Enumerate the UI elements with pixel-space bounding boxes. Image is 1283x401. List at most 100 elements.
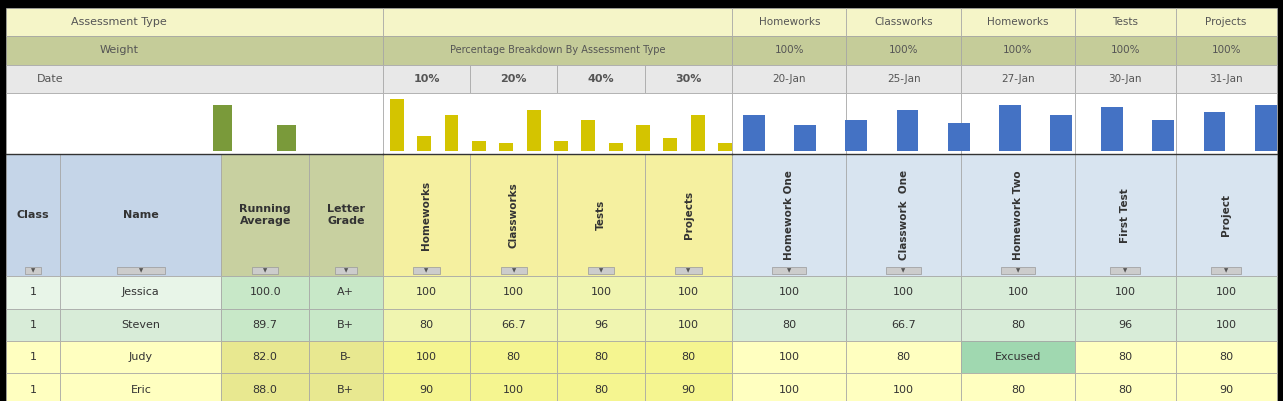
Text: 80: 80	[1011, 385, 1025, 395]
Text: 100: 100	[1216, 288, 1237, 298]
Bar	[1075, 373, 1175, 401]
Text: 100%: 100%	[1003, 45, 1033, 55]
Bar	[558, 308, 645, 341]
Text: Steven: Steven	[122, 320, 160, 330]
Bar	[1175, 8, 1277, 36]
Bar	[1175, 341, 1277, 373]
Bar	[645, 308, 733, 341]
Bar	[470, 341, 558, 373]
Bar	[6, 36, 382, 65]
Text: 100: 100	[779, 288, 799, 298]
Bar	[733, 36, 847, 65]
Bar	[6, 373, 60, 401]
Bar	[309, 154, 382, 276]
Bar	[948, 123, 970, 151]
Text: Homework Two: Homework Two	[1012, 170, 1023, 260]
Text: Letter
Grade: Letter Grade	[327, 205, 364, 226]
Text: B+: B+	[337, 385, 354, 395]
Bar	[961, 65, 1075, 93]
Text: 80: 80	[1119, 385, 1133, 395]
Text: ▼: ▼	[263, 268, 267, 273]
Text: 66.7: 66.7	[502, 320, 526, 330]
Text: 88.0: 88.0	[253, 385, 277, 395]
Text: ▼: ▼	[1224, 268, 1228, 273]
Bar	[1075, 341, 1175, 373]
Bar	[887, 267, 921, 274]
Bar	[847, 341, 961, 373]
Bar	[1075, 276, 1175, 308]
Text: 20%: 20%	[500, 74, 527, 84]
Bar	[499, 144, 513, 151]
Text: ▼: ▼	[31, 268, 36, 273]
Bar	[472, 141, 486, 151]
Text: 100: 100	[416, 288, 438, 298]
Text: ▼: ▼	[139, 268, 142, 273]
Text: Percentage Breakdown By Assessment Type: Percentage Breakdown By Assessment Type	[450, 45, 666, 55]
Bar	[1075, 65, 1175, 93]
Bar	[961, 8, 1075, 36]
Text: Projects: Projects	[1206, 17, 1247, 27]
Text: Excused: Excused	[994, 352, 1041, 362]
Text: 100: 100	[779, 352, 799, 362]
Text: B-: B-	[340, 352, 352, 362]
Bar	[733, 341, 847, 373]
Text: Running
Average: Running Average	[240, 205, 291, 226]
Text: 80: 80	[1219, 352, 1233, 362]
Bar	[1075, 308, 1175, 341]
Text: Projects: Projects	[684, 191, 694, 239]
Bar	[733, 276, 847, 308]
Bar	[608, 144, 622, 151]
Text: 1: 1	[30, 352, 37, 362]
Text: 80: 80	[594, 385, 608, 395]
Bar	[847, 65, 961, 93]
Text: 90: 90	[681, 385, 695, 395]
Bar	[222, 154, 309, 276]
Text: Classwork  One: Classwork One	[898, 170, 908, 260]
Text: ▼: ▼	[512, 268, 516, 273]
Bar	[444, 115, 458, 151]
Text: 100%: 100%	[889, 45, 919, 55]
Text: 100%: 100%	[1111, 45, 1141, 55]
Text: ▼: ▼	[344, 268, 348, 273]
Text: 100: 100	[503, 288, 525, 298]
Text: 100: 100	[416, 352, 438, 362]
Text: ▼: ▼	[902, 268, 906, 273]
Text: 1: 1	[30, 288, 37, 298]
Bar	[675, 267, 702, 274]
Bar	[733, 154, 847, 276]
Bar	[413, 267, 440, 274]
Bar	[845, 120, 867, 151]
Bar	[1152, 120, 1174, 151]
Bar	[645, 373, 733, 401]
Text: 100: 100	[677, 320, 699, 330]
Bar	[213, 105, 232, 151]
Bar	[470, 373, 558, 401]
Text: Project: Project	[1221, 194, 1232, 236]
Bar	[117, 267, 166, 274]
Text: 100: 100	[893, 288, 913, 298]
Bar	[382, 154, 470, 276]
Bar	[6, 154, 60, 276]
Bar	[382, 93, 733, 154]
Bar	[309, 308, 382, 341]
Bar	[636, 126, 650, 151]
Bar	[60, 308, 222, 341]
Text: 100: 100	[677, 288, 699, 298]
Text: 80: 80	[507, 352, 521, 362]
Text: 100: 100	[779, 385, 799, 395]
Bar	[417, 136, 431, 151]
Bar	[1175, 276, 1277, 308]
Bar	[1211, 267, 1242, 274]
Text: 10%: 10%	[413, 74, 440, 84]
Text: 100.0: 100.0	[249, 288, 281, 298]
Text: 100%: 100%	[1211, 45, 1241, 55]
Text: Homeworks: Homeworks	[987, 17, 1048, 27]
Bar	[847, 308, 961, 341]
Text: 80: 80	[594, 352, 608, 362]
Bar	[6, 341, 60, 373]
Bar	[1175, 373, 1277, 401]
Bar	[961, 341, 1075, 373]
Text: Tests: Tests	[597, 200, 606, 230]
Text: 100: 100	[1216, 320, 1237, 330]
Bar	[309, 341, 382, 373]
